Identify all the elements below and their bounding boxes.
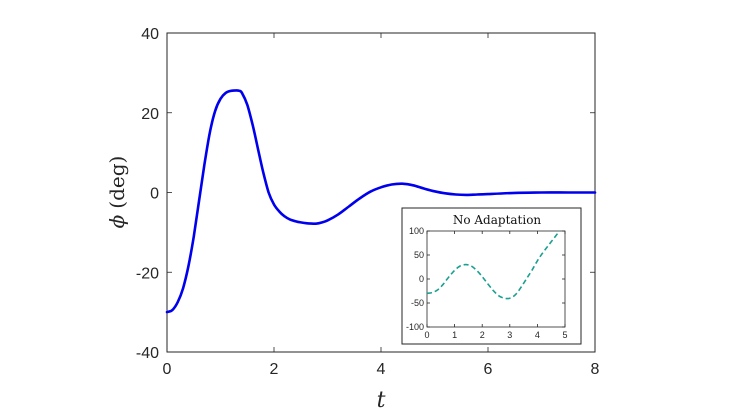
inset-series-line <box>426 230 561 300</box>
inset-x-tick-label: 0 <box>424 330 429 340</box>
main-series-line <box>165 89 597 314</box>
inset-y-tick-label: 100 <box>409 226 424 236</box>
inset-x-tick-label: 4 <box>535 330 540 340</box>
main-x-ticks: 0 2 4 6 8 <box>163 33 600 378</box>
inset-chart: No Adaptation 0 1 2 3 4 5 -100 -50 0 50 100 <box>401 207 582 345</box>
inset-x-tick-label: 5 <box>562 330 567 340</box>
inset-x-tick-label: 3 <box>507 330 512 340</box>
x-axis-label: t <box>377 388 386 413</box>
inset-x-ticks: 0 1 2 3 4 5 <box>424 231 568 340</box>
y-axis-label-symbol: ϕ <box>105 214 129 228</box>
inset-y-ticks: -100 -50 0 50 100 <box>406 226 565 332</box>
main-y-tick-label: 20 <box>141 106 159 123</box>
y-axis-label: ϕ (deg) <box>105 156 129 229</box>
inset-x-tick-label: 2 <box>480 330 485 340</box>
main-x-tick-label: 0 <box>163 361 172 378</box>
inset-panel <box>401 207 582 345</box>
y-axis-label-unit: (deg) <box>105 156 129 209</box>
main-y-tick-label: 40 <box>141 26 159 43</box>
main-y-tick-label: 0 <box>150 186 159 203</box>
main-x-tick-label: 2 <box>270 361 279 378</box>
main-y-tick-label: -20 <box>136 265 159 282</box>
main-x-tick-label: 8 <box>591 361 600 378</box>
main-x-tick-label: 4 <box>377 361 386 378</box>
inset-y-tick-label: -50 <box>411 298 424 308</box>
main-y-tick-label: -40 <box>136 345 159 362</box>
inset-y-tick-label: -100 <box>406 322 424 332</box>
inset-y-tick-label: 0 <box>419 274 424 284</box>
inset-title: No Adaptation <box>453 213 542 227</box>
inset-y-tick-label: 50 <box>414 250 424 260</box>
inset-x-tick-label: 1 <box>452 330 457 340</box>
main-x-tick-label: 6 <box>484 361 493 378</box>
